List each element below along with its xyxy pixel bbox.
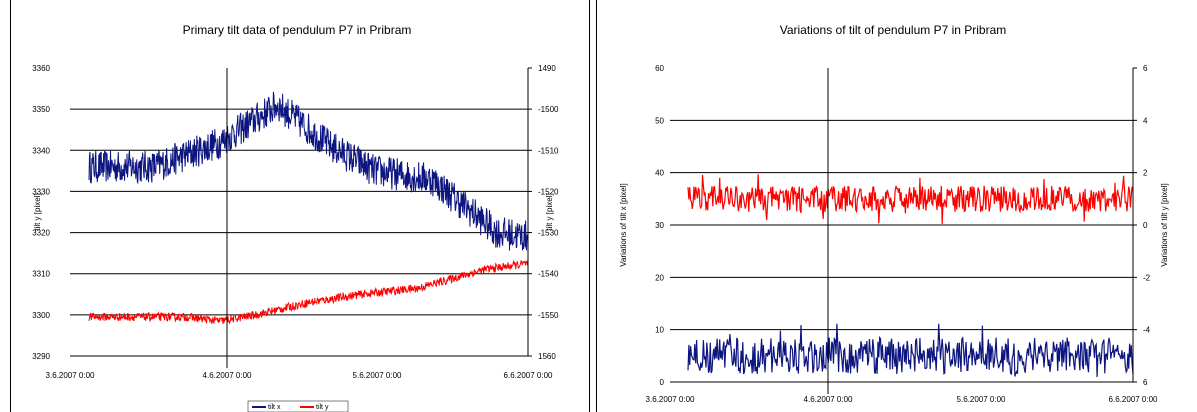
chart-primary-tilt: Primary tilt data of pendulum P7 in Prib… (32, 23, 559, 412)
y-tick-label: 10 (655, 326, 664, 335)
y2-tick-label: -4 (1143, 326, 1151, 335)
series-line-y (687, 174, 1134, 224)
y2-tick-label: -1550 (538, 311, 559, 320)
y2-tick-label: 1490 (538, 64, 556, 73)
y-tick-label: 3350 (32, 105, 50, 114)
y-tick-label: 3360 (32, 64, 50, 73)
x-tick-label: 3.6.2007 0:00 (646, 395, 695, 404)
y2-tick-label: 2 (1143, 169, 1148, 178)
x-tick-label: 3.6.2007 0:00 (46, 371, 95, 380)
series-line-x (687, 323, 1134, 378)
y2-tick-label: 4 (1143, 116, 1148, 125)
chart2-gridlines (670, 119, 1133, 331)
chart2-y2label: Variations of tilt y [pixel] (1160, 183, 1169, 266)
chart-variations-tilt: Variations of tilt of pendulum P7 in Pri… (619, 23, 1169, 404)
chart1-y-ticks: 3290 3300 3310 3320 3330 3340 3350 3360 (32, 64, 50, 361)
y2-tick-label: -1500 (538, 105, 559, 114)
chart1-y2label: tilt y [pixel] (545, 193, 554, 230)
chart1-x-ticks: 3.6.2007 0:00 4.6.2007 0:00 5.6.2007 0:00 6… (46, 371, 553, 380)
y2-tick-label: -1540 (538, 270, 559, 279)
y2-tick-label: -1510 (538, 146, 559, 155)
y2-tick-label: 0 (1143, 221, 1148, 230)
y2-tick-label: 6 (1143, 64, 1148, 73)
chart2-x-ticks: 3.6.2007 0:00 4.6.2007 0:00 5.6.2007 0:00 6… (646, 395, 1158, 404)
y-tick-label: 3300 (32, 311, 50, 320)
y2-tick-label: 1560 (538, 352, 556, 361)
y-tick-label: 3330 (32, 187, 50, 196)
y-tick-label: 40 (655, 169, 664, 178)
x-tick-label: 5.6.2007 0:00 (353, 371, 402, 380)
x-tick-label: 4.6.2007 0:00 (203, 371, 252, 380)
y-tick-label: 3310 (32, 270, 50, 279)
chart1-legend: tilt x tilt y (247, 400, 349, 412)
chart1-ylabel: tilt y [pixel] (33, 193, 42, 230)
y2-tick-label: -1530 (538, 229, 559, 238)
series-line-x (88, 91, 529, 251)
chart2-series (687, 174, 1134, 378)
y2-tick-label: -2 (1143, 273, 1151, 282)
chart2-ylabel: Variations of tilt x [pixel] (619, 183, 628, 266)
y-tick-label: 0 (660, 378, 665, 387)
y2-tick-label: -1520 (538, 187, 559, 196)
y-tick-label: 3320 (32, 229, 50, 238)
chart1-y2-ticks: 1560 -1550 -1540 -1530 -1520 -1510 -1500 1490 (528, 64, 559, 361)
y-tick-label: 30 (655, 221, 664, 230)
legend-box (247, 400, 349, 412)
y-tick-label: 3340 (32, 146, 50, 155)
chart2-y2-ticks: 6 -4 -2 0 2 4 6 (1133, 64, 1151, 387)
y-tick-label: 20 (655, 273, 664, 282)
x-tick-label: 4.6.2007 0:00 (804, 395, 853, 404)
chart1-title: Primary tilt data of pendulum P7 in Prib… (183, 23, 412, 37)
chart2-title: Variations of tilt of pendulum P7 in Pri… (780, 23, 1007, 37)
chart2-y-ticks: 0 10 20 30 40 50 60 (655, 64, 664, 387)
y2-tick-label: 6 (1143, 378, 1148, 387)
series-line-y (88, 259, 529, 325)
y-tick-label: 3290 (32, 352, 50, 361)
x-tick-label: 6.6.2007 0:00 (1109, 395, 1158, 404)
chart1-series (88, 91, 529, 325)
x-tick-label: 5.6.2007 0:00 (957, 395, 1006, 404)
y-tick-label: 60 (655, 64, 664, 73)
legend-label-tilt-x: tilt x (268, 404, 281, 411)
y-tick-label: 50 (655, 116, 664, 125)
legend-label-tilt-y: tilt y (316, 404, 329, 411)
x-tick-label: 6.6.2007 0:00 (504, 371, 553, 380)
